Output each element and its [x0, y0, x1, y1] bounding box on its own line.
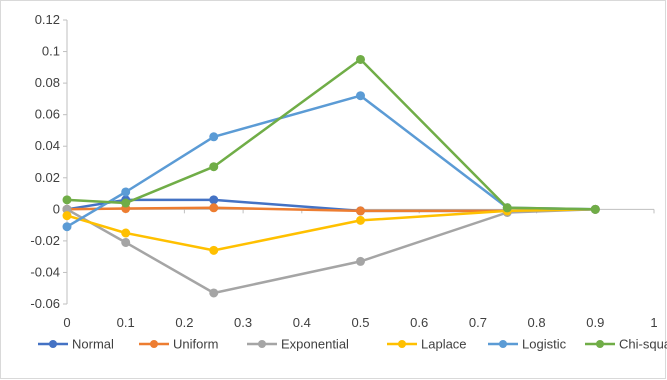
legend-marker: [499, 340, 507, 348]
legend-marker: [150, 340, 158, 348]
data-point: [62, 211, 72, 221]
data-point: [209, 288, 219, 298]
legend-marker: [596, 340, 604, 348]
x-tick-label: 0.5: [351, 315, 369, 330]
x-tick-label: 0.7: [469, 315, 487, 330]
series-chi-square: [62, 54, 600, 214]
data-point: [62, 222, 72, 232]
data-point: [209, 162, 219, 172]
series-group: [62, 54, 600, 298]
data-point: [209, 132, 219, 142]
legend-marker: [49, 340, 57, 348]
x-tick-label: 1: [650, 315, 657, 330]
series-line: [66, 208, 596, 252]
data-point: [356, 206, 365, 216]
data-point: [121, 198, 131, 208]
legend-label: Uniform: [173, 337, 219, 352]
series-line: [66, 58, 596, 211]
data-point: [502, 203, 512, 213]
data-point: [356, 256, 365, 266]
data-point: [209, 245, 219, 255]
legend-label: Logistic: [522, 337, 567, 352]
data-point: [62, 195, 72, 205]
legend-item: Laplace: [387, 337, 467, 352]
data-point: [590, 204, 600, 214]
axes: -0.06 -0.04 -0.02 0 0.02 0.04 0.06 0.08 0.1 0.12 0…: [30, 12, 657, 330]
y-tick-label: 0.02: [35, 170, 60, 185]
data-point: [209, 203, 219, 213]
x-tick-label: 0.3: [234, 315, 252, 330]
legend-item: Chi-square: [585, 337, 667, 352]
y-tick-label: 0.08: [35, 75, 60, 90]
y-tick-label: 0: [53, 201, 60, 216]
legend-label: Chi-square: [619, 337, 667, 352]
legend-item: Uniform: [139, 337, 219, 352]
x-tick-label: 0.6: [410, 315, 428, 330]
x-tick-label: 0.9: [586, 315, 604, 330]
series-exponential: [62, 204, 600, 298]
data-point: [356, 215, 365, 225]
x-tick-label: 0.8: [528, 315, 546, 330]
y-tick-label: 0.04: [35, 138, 60, 153]
y-tick-label: -0.02: [30, 233, 60, 248]
x-tick-label: 0.2: [175, 315, 193, 330]
legend-marker: [398, 340, 406, 348]
x-tick-label: 0.4: [293, 315, 311, 330]
data-point: [209, 195, 219, 205]
data-point: [121, 187, 131, 197]
legend-item: Logistic: [488, 337, 567, 352]
y-tick-label: -0.06: [30, 296, 60, 311]
data-point: [356, 54, 365, 64]
y-tick-label: -0.04: [30, 264, 60, 279]
legend-item: Exponential: [247, 337, 349, 352]
y-tick-label: 0.12: [35, 12, 60, 27]
legend-label: Normal: [72, 337, 114, 352]
series-line: [66, 208, 596, 295]
data-point: [121, 237, 131, 247]
x-tick-label: 0.1: [117, 315, 135, 330]
legend-label: Laplace: [421, 337, 467, 352]
y-tick-label: 0.1: [42, 44, 60, 59]
legend: Normal Uniform Exponential Laplace Logistic C…: [38, 337, 667, 352]
y-tick-label: 0.06: [35, 107, 60, 122]
x-tick-label: 0: [63, 315, 70, 330]
data-point: [356, 91, 365, 101]
legend-item: Normal: [38, 337, 114, 352]
data-point: [121, 228, 131, 238]
legend-label: Exponential: [281, 337, 349, 352]
legend-marker: [258, 340, 266, 348]
